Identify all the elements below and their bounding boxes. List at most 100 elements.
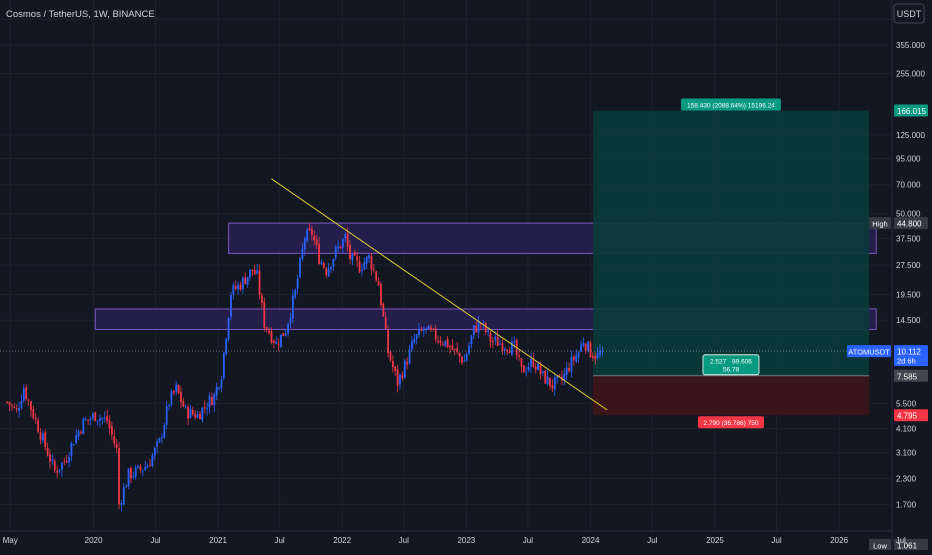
candle-body <box>239 284 242 290</box>
x-tick-label: 2023 <box>457 536 475 545</box>
high-price-tag: 44.800 <box>894 217 928 230</box>
candle-body <box>432 328 435 330</box>
symbol-tag-text: ATOMUSDT <box>848 348 890 357</box>
candle <box>489 330 492 349</box>
candle-body <box>322 262 325 268</box>
y-tick-label: 70.000 <box>896 181 921 190</box>
candle-body <box>246 277 249 285</box>
candle <box>146 463 149 469</box>
candle-body <box>530 358 532 367</box>
candle <box>365 255 368 270</box>
candle <box>549 377 551 391</box>
candle-body <box>263 301 266 328</box>
candle <box>249 269 251 282</box>
currency-button[interactable]: USDT <box>893 3 925 24</box>
candle-body <box>189 408 192 419</box>
candle <box>451 338 454 351</box>
target-zone[interactable] <box>592 110 870 376</box>
long-position-tool[interactable] <box>592 110 870 416</box>
candle-body <box>284 333 287 336</box>
candle-body <box>525 371 528 373</box>
candle-body <box>106 415 109 422</box>
candle-body <box>49 454 51 462</box>
candle-body <box>301 248 304 260</box>
candle-body <box>582 343 585 346</box>
candle-body <box>241 277 244 289</box>
candle-body <box>427 325 430 329</box>
candle <box>84 416 87 421</box>
candle <box>408 344 411 365</box>
candle-body <box>180 391 182 403</box>
candle <box>72 443 75 446</box>
currency-button-frame[interactable] <box>893 3 925 24</box>
candle-body <box>177 384 180 394</box>
candle <box>106 409 109 425</box>
candle-body <box>230 295 232 317</box>
y-tick-label: 2.300 <box>896 474 917 483</box>
candle <box>63 457 66 466</box>
candle-body <box>211 396 213 406</box>
candle-body <box>218 387 220 389</box>
candle-body <box>394 366 397 371</box>
candle <box>475 320 478 334</box>
candle <box>446 336 449 349</box>
candle <box>80 430 82 435</box>
candle <box>332 258 335 271</box>
candle <box>89 416 92 426</box>
candle-body <box>108 420 111 429</box>
candle <box>501 338 504 356</box>
x-tick-label: Jul <box>399 536 409 545</box>
candle <box>187 404 190 426</box>
currency-button-label[interactable]: USDT <box>897 9 922 19</box>
candle <box>194 410 197 420</box>
candle-body <box>389 351 392 361</box>
candle-body <box>244 277 247 284</box>
trendline-layer[interactable] <box>271 178 608 411</box>
candle-body <box>213 394 216 406</box>
candle-body <box>103 417 106 419</box>
candle <box>596 346 599 360</box>
x-tick-label: 2020 <box>85 536 103 545</box>
candle-body <box>599 351 601 355</box>
candle-body <box>122 487 125 505</box>
entry-price-tag: 7.585 <box>894 369 928 382</box>
candle-body <box>370 255 373 270</box>
candle-body <box>22 388 25 401</box>
candle <box>222 352 225 381</box>
candle <box>253 264 256 275</box>
candle-body <box>334 247 337 258</box>
candle <box>127 468 130 489</box>
candle-body <box>161 437 163 439</box>
candle <box>580 340 582 353</box>
candle-body <box>132 475 135 477</box>
candle <box>280 334 282 349</box>
candle-body <box>527 367 530 371</box>
candle-body <box>572 356 575 361</box>
candle <box>453 348 456 356</box>
candle-body <box>408 349 411 364</box>
candle-body <box>463 360 466 362</box>
candle <box>575 349 578 364</box>
candle-body <box>484 323 487 333</box>
candle-body <box>413 339 416 343</box>
time-axis[interactable]: May 2020 Jul 2021 Jul 2022 Jul 2023 Jul 2024 Jul 20… <box>3 536 906 545</box>
candle <box>261 292 263 309</box>
candle <box>232 282 235 300</box>
trendline[interactable] <box>271 178 608 411</box>
stop-zone[interactable] <box>592 375 870 416</box>
candle <box>491 337 494 348</box>
candle <box>327 262 330 278</box>
candle-body <box>472 324 475 336</box>
candle <box>320 259 323 266</box>
candle <box>268 327 270 335</box>
stop-label-text: 2.790 (36.786) 750 <box>704 420 759 427</box>
candle-body <box>480 323 482 325</box>
candle-body <box>458 352 461 357</box>
candle-body <box>391 360 394 368</box>
candle-body <box>13 406 16 408</box>
candle-body <box>375 271 378 281</box>
candle-body <box>258 270 261 295</box>
candle-body <box>37 420 40 433</box>
